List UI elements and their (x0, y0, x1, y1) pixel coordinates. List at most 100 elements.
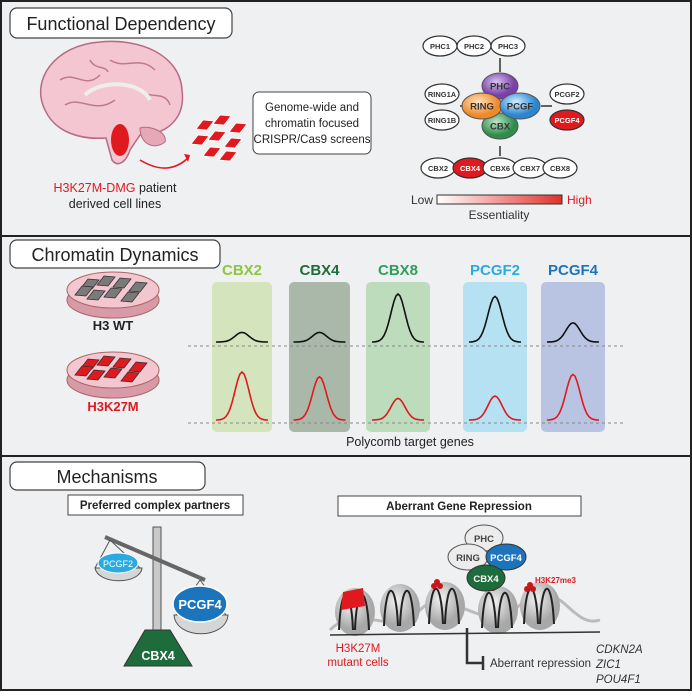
brain-icon (39, 40, 184, 165)
scale-light-label: PCGF2 (103, 559, 133, 569)
core-phc (481, 72, 519, 100)
scale-heavy-label: PCGF4 (178, 597, 222, 612)
cell-icon (74, 365, 94, 377)
subunit-label: CBX4 (460, 164, 481, 173)
wt-peak (546, 321, 600, 343)
legend-high: High (567, 193, 592, 207)
patient-label-rest: patient (135, 181, 177, 195)
subunit-label: PHC3 (498, 42, 518, 51)
chip-columns: CBX2 CBX4 CBX8 PCGF2 PCGF4 (188, 262, 625, 432)
cell-culture-icon (190, 114, 248, 162)
panel-title: Functional Dependency (26, 14, 215, 34)
mut-peak (468, 395, 522, 421)
screen-line: chromatin focused (265, 118, 359, 130)
subunit-phc3 (490, 35, 526, 57)
complex-phc: PHC (474, 534, 494, 545)
mut-peak (371, 397, 425, 421)
methyl-mark-icon (527, 582, 533, 588)
core-pcgf (499, 92, 541, 120)
dna-wrap (481, 591, 513, 629)
subunit-label: CBX2 (428, 164, 448, 173)
complex-pcgf4: PCGF4 (490, 553, 522, 564)
mut-peak (546, 373, 600, 421)
subunit-label: PHC1 (430, 42, 450, 51)
repression-title: Aberrant Gene Repression (386, 501, 532, 513)
subunit-ring1b (424, 109, 460, 131)
subunit-label: RING1A (428, 90, 457, 99)
wt-peak (468, 295, 522, 343)
patient-label: H3K27M-DMG patient (54, 181, 177, 195)
column-pcgf2 (463, 282, 527, 432)
cell-icon (228, 122, 248, 134)
subunit-label: CBX8 (550, 164, 570, 173)
arrow-head-icon (184, 154, 190, 162)
cell-icon (212, 114, 232, 126)
column-cbx8 (366, 282, 430, 432)
mutant-label-1: H3K27M (336, 643, 381, 655)
wt-peak (371, 292, 425, 343)
subunit-label: CBX7 (520, 164, 540, 173)
cell-icon (96, 355, 116, 367)
cell-icon (96, 275, 116, 287)
cell-icon (120, 371, 140, 383)
arrow-icon (139, 157, 189, 169)
column-pcgf4 (541, 282, 605, 432)
cell-icon (218, 150, 238, 162)
panel-title-box (9, 7, 233, 39)
cell-icon (190, 134, 210, 146)
tumor-icon (111, 124, 129, 156)
mut-peak (215, 370, 269, 421)
h3k27me3-label: H3K27me3 (535, 576, 576, 585)
mut-label: H3K27M (87, 399, 138, 414)
linker-dna (328, 592, 601, 632)
subunit-cbx8 (542, 157, 578, 179)
cell-icon (195, 119, 215, 131)
subunit-label: PHC2 (464, 42, 484, 51)
subunit-label: PCGF4 (554, 116, 580, 125)
cell-icon (74, 285, 94, 297)
culture-dishes (66, 271, 160, 399)
panel-title: Mechanisms (56, 467, 157, 487)
gene-name: CDKN2A (596, 644, 643, 656)
gene-name: ZIC1 (595, 659, 621, 671)
core-label: RING (470, 102, 494, 113)
dna-wrap (383, 589, 415, 627)
core-label: PHC (490, 82, 510, 93)
x-label: Polycomb target genes (346, 435, 474, 449)
screen-box (252, 91, 372, 155)
repression-label: Aberrant repression (490, 658, 591, 670)
partners-title: Preferred complex partners (80, 500, 230, 512)
mut-peak (293, 375, 346, 421)
complex-cbx4: CBX4 (473, 574, 499, 585)
panel-chromatin-dynamics: Chromatin Dynamics H3 WT H3K27M CBX2 CBX4… (9, 239, 625, 449)
column-cbx4 (289, 282, 350, 432)
prc1-complex-diagram: PHC1 PHC2 PHC3 RING1A RING1B PCGF2 PCGF4 CBX2 CB… (420, 35, 585, 179)
column-label: CBX8 (378, 262, 418, 279)
dna-wrap (428, 587, 460, 625)
complex-ring: RING (456, 553, 480, 564)
core-label: PCGF (507, 102, 534, 113)
cell-icon (223, 137, 243, 149)
cell-icon (112, 277, 132, 289)
panel-title: Chromatin Dynamics (31, 245, 198, 265)
column-label: PCGF4 (548, 262, 599, 279)
panel-title-box (9, 461, 206, 491)
scale-base-label: CBX4 (141, 649, 174, 663)
essentiality-gradient (436, 194, 563, 205)
repression-arrow-icon (465, 628, 482, 665)
subunit-ring1a (424, 83, 460, 105)
cell-icon (112, 357, 132, 369)
cell-icon (120, 291, 140, 303)
subunit-label: CBX6 (490, 164, 510, 173)
column-label: CBX4 (299, 262, 340, 279)
repression-title-box (337, 495, 582, 517)
cell-icon (86, 289, 106, 301)
cell-icon (128, 361, 148, 373)
wt-peak (293, 331, 346, 343)
subunit-label: PCGF2 (554, 90, 579, 99)
column-label: PCGF2 (470, 262, 520, 279)
column-cbx2 (212, 282, 272, 432)
panel-functional-dependency: Functional Dependency H3K27M-DMG patient… (9, 7, 592, 222)
partners-title-box (67, 494, 244, 516)
